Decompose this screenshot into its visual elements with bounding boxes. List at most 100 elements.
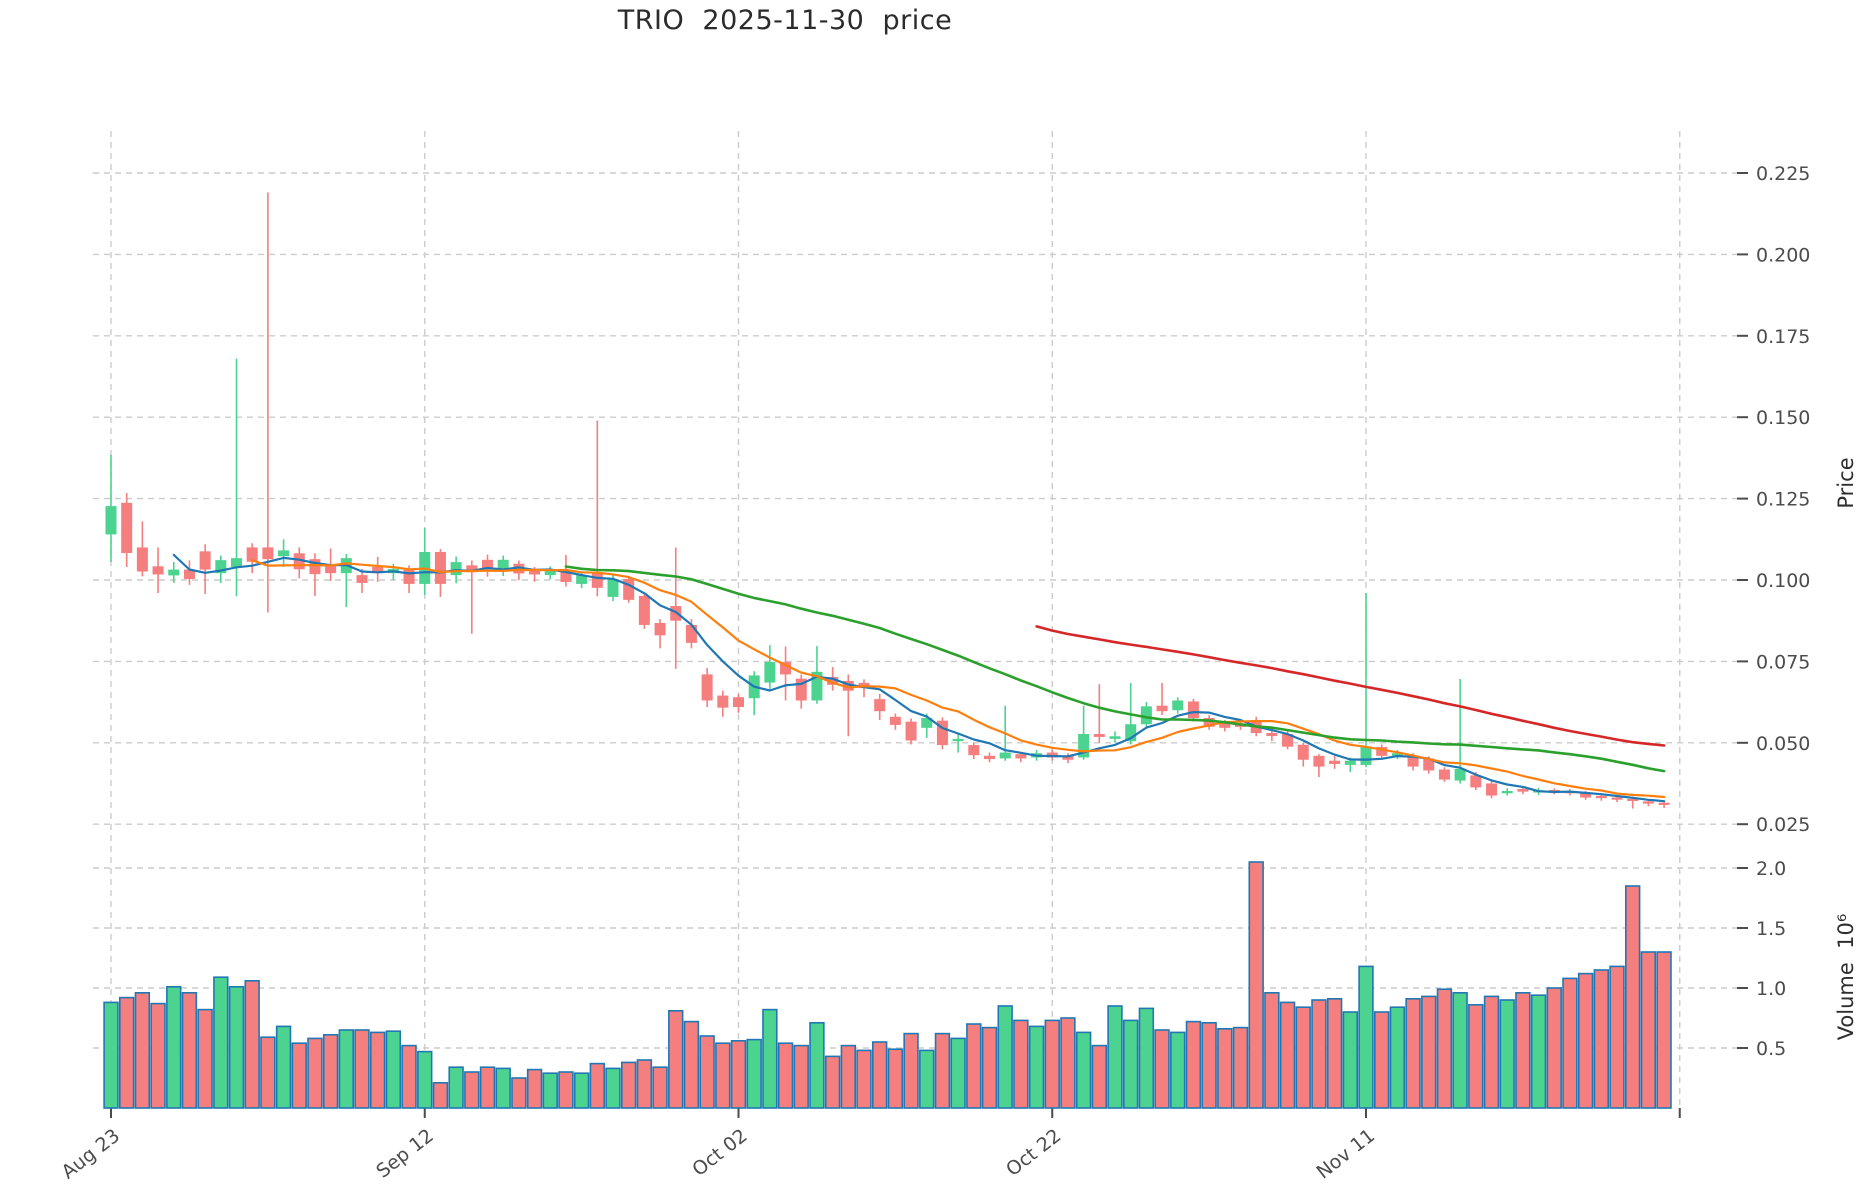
volume-bar: [1232, 1026, 1249, 1109]
candle-body: [1015, 754, 1027, 759]
candle-body: [936, 720, 948, 746]
volume-bar: [871, 1041, 888, 1109]
candle-body: [1438, 769, 1450, 780]
candle-body: [278, 550, 290, 557]
candle-body: [168, 569, 180, 576]
ma-lines: [172, 553, 1666, 803]
candle-body: [968, 745, 980, 756]
candle-body: [1344, 760, 1356, 765]
candle-body: [1187, 701, 1199, 719]
volume-bar: [1577, 972, 1594, 1109]
volume-bar: [338, 1029, 355, 1109]
volume-bar: [683, 1020, 700, 1109]
candle-body: [591, 572, 603, 588]
candle-body: [1423, 758, 1435, 771]
candle-body: [309, 559, 321, 575]
volume-bar: [1640, 951, 1657, 1109]
tick-label: 2.0: [1756, 858, 1786, 880]
candle-body: [1595, 795, 1607, 799]
candles: [105, 192, 1670, 809]
candle-body: [403, 568, 415, 584]
candle-body: [999, 752, 1011, 759]
candle-body: [199, 551, 211, 570]
candle-body: [1329, 760, 1341, 764]
candle-body: [450, 562, 462, 576]
candle-body: [1062, 755, 1074, 760]
candle-body: [1658, 802, 1670, 805]
volume-bar: [1326, 997, 1343, 1109]
volume-bar: [1499, 999, 1515, 1109]
volume-bar: [824, 1055, 841, 1109]
candle-body: [1627, 798, 1639, 802]
volume-bar: [558, 1071, 574, 1109]
tick-label: 0.025: [1756, 814, 1810, 836]
candle-body: [576, 575, 588, 584]
volume-bar: [260, 1036, 276, 1109]
volume-bar: [840, 1044, 857, 1109]
volume-bar: [777, 1042, 794, 1109]
volume-bar: [573, 1072, 590, 1109]
volume-bar: [511, 1077, 527, 1109]
candle-body: [717, 695, 729, 708]
volume-bar: [887, 1048, 904, 1109]
candle-body: [952, 738, 964, 742]
candle-body: [795, 678, 807, 701]
volume-bar: [1421, 995, 1437, 1109]
candle-body: [1486, 783, 1497, 796]
candle-body: [733, 697, 744, 707]
candle-body: [513, 563, 525, 574]
tick-label: Aug 23: [57, 1125, 124, 1184]
candle-body: [529, 569, 541, 575]
volume-bar: [150, 1002, 166, 1109]
volume-bar: [103, 1001, 119, 1109]
volume-bar: [1656, 951, 1672, 1109]
candle-body: [1140, 706, 1152, 725]
volume-bar: [197, 1008, 213, 1109]
volume-bar: [1075, 1031, 1092, 1109]
candle-body: [183, 569, 195, 580]
price-axis-label: Price: [1834, 457, 1858, 509]
volume-bar: [699, 1035, 715, 1109]
volume-bar: [479, 1066, 496, 1109]
volume-bar: [746, 1038, 762, 1109]
candle-body: [1391, 753, 1403, 756]
volume-bar: [1217, 1028, 1233, 1109]
volume-bar: [1342, 1011, 1359, 1109]
volume-bar: [244, 979, 260, 1109]
volume-bar: [1530, 994, 1547, 1109]
candle-body: [434, 551, 446, 584]
volume-bar: [1279, 1001, 1296, 1109]
volume-bar: [1091, 1044, 1108, 1109]
volume-bar: [668, 1009, 684, 1109]
ma60-line: [1035, 625, 1666, 747]
candle-body: [1172, 700, 1184, 711]
volume-bar: [1436, 988, 1453, 1109]
tick-label: 0.100: [1756, 570, 1810, 592]
volume-bars: [103, 861, 1672, 1109]
volume-bar: [919, 1049, 935, 1109]
candle-body: [607, 579, 619, 597]
tick-label: 0.175: [1756, 326, 1810, 348]
candle-body: [293, 553, 305, 570]
volume-bar: [181, 991, 198, 1109]
candle-body: [1219, 722, 1231, 728]
candle-body: [889, 716, 901, 725]
volume-bar: [1483, 995, 1500, 1109]
candle-body: [780, 662, 792, 675]
volume-bar: [793, 1044, 809, 1109]
candle-body: [482, 559, 493, 570]
volume-bar: [620, 1061, 637, 1109]
ma5-line: [172, 553, 1666, 803]
volume-bar: [589, 1062, 606, 1109]
candle-body: [372, 566, 384, 574]
candle-body: [1517, 789, 1529, 792]
volume-bar: [1373, 1011, 1390, 1109]
volume-bar: [213, 976, 229, 1109]
volume-bar: [134, 991, 151, 1109]
volume-bar: [369, 1031, 386, 1109]
volume-bar: [1515, 991, 1531, 1109]
tick-label: Oct 22: [1002, 1125, 1065, 1181]
volume-bar: [1593, 969, 1610, 1109]
